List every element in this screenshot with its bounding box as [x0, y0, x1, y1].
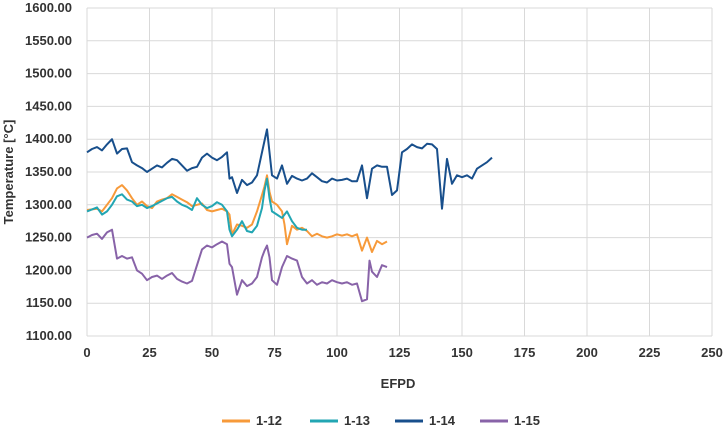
legend-label: 1-14	[429, 413, 456, 428]
x-axis-title: EFPD	[381, 376, 416, 391]
y-tick-label: 1100.00	[26, 328, 72, 343]
legend-item-1-15: 1-15	[480, 413, 540, 428]
y-tick-label: 1350.00	[25, 164, 72, 179]
legend-label: 1-12	[256, 413, 282, 428]
x-tick-label: 100	[326, 345, 348, 360]
x-tick-label: 200	[576, 345, 598, 360]
y-tick-label: 1400.00	[25, 131, 72, 146]
legend-label: 1-13	[344, 413, 370, 428]
y-tick-label: 1500.00	[25, 66, 72, 81]
y-axis-title: Temperature [°C]	[1, 120, 16, 225]
x-tick-label: 225	[639, 345, 661, 360]
x-tick-label: 125	[389, 345, 411, 360]
y-tick-label: 1450.00	[25, 98, 72, 113]
y-tick-label: 1200.00	[25, 262, 72, 277]
legend-item-1-13: 1-13	[310, 413, 370, 428]
y-tick-label: 1150.00	[26, 295, 72, 310]
x-tick-label: 75	[267, 345, 281, 360]
series-lines	[86, 128, 493, 303]
y-tick-label: 1600.00	[25, 0, 72, 15]
x-tick-label: 250	[701, 345, 723, 360]
legend-item-1-12: 1-12	[222, 413, 282, 428]
legend-label: 1-15	[514, 413, 540, 428]
series-line-1-13	[86, 177, 307, 238]
x-tick-label: 175	[514, 345, 536, 360]
y-tick-label: 1550.00	[25, 33, 72, 48]
x-tick-labels: 0 25 50 75 100 125 150 175 200 225 250	[83, 345, 722, 360]
legend: 1-12 1-13 1-14 1-15	[222, 413, 540, 428]
y-tick-label: 1250.00	[25, 230, 72, 245]
series-line-1-15	[86, 228, 388, 303]
series-line-1-14	[86, 128, 493, 210]
legend-item-1-14: 1-14	[395, 413, 456, 428]
x-tick-label: 50	[205, 345, 219, 360]
x-tick-label: 0	[83, 345, 90, 360]
x-tick-label: 25	[142, 345, 156, 360]
y-tick-labels: 1100.00 1150.00 1200.00 1250.00 1300.00 1350.…	[25, 0, 72, 343]
series-line-1-12	[86, 174, 388, 253]
x-tick-label: 150	[451, 345, 473, 360]
y-tick-label: 1300.00	[25, 197, 72, 212]
